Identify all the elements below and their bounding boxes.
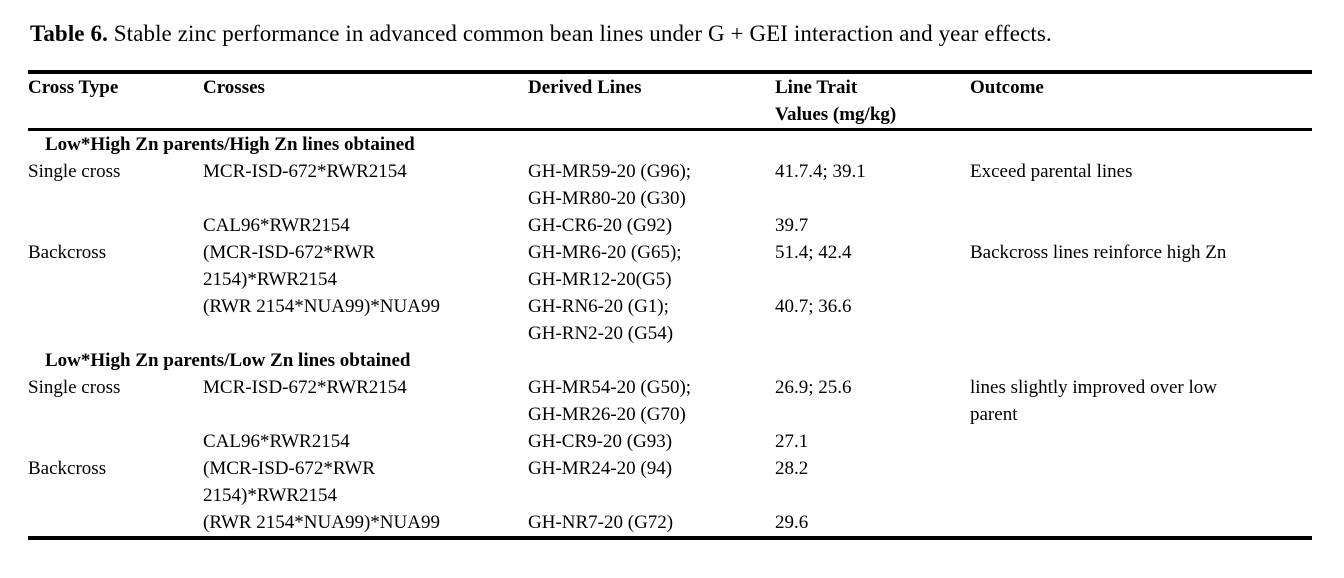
cell-crosses: (RWR 2154*NUA99)*NUA99 xyxy=(203,296,440,317)
column-header-trait-values: Line Trait Values (mg/kg) xyxy=(775,72,970,131)
cell-outcome xyxy=(970,428,1312,455)
section-header-row: Low*High Zn parents/Low Zn lines obtaine… xyxy=(28,347,1312,374)
cell-cross-type: Backcross xyxy=(28,242,107,263)
cell-derived-lines: GH-NR7-20 (G72) xyxy=(528,512,674,533)
cell-derived-lines: GH-MR54-20 (G50); GH-MR26-20 (G70) xyxy=(528,377,692,425)
cell-derived-lines: GH-MR24-20 (94) xyxy=(528,458,673,479)
cell-derived-lines: GH-CR6-20 (G92) xyxy=(528,215,673,236)
cell-cross-type xyxy=(28,293,203,347)
table-number-label: Table 6. xyxy=(30,21,108,46)
table-row: Backcross (MCR-ISD-672*RWR 2154)*RWR2154… xyxy=(28,239,1312,293)
page-title: Table 6. Stable zinc performance in adva… xyxy=(30,19,1330,49)
cell-cross-type: Backcross xyxy=(28,458,107,479)
cell-outcome xyxy=(970,509,1312,538)
table-caption: Stable zinc performance in advanced comm… xyxy=(113,21,1052,46)
cell-crosses: (RWR 2154*NUA99)*NUA99 xyxy=(203,512,440,533)
cell-cross-type: Single cross xyxy=(28,161,121,182)
table-row: Backcross (MCR-ISD-672*RWR 2154)*RWR2154… xyxy=(28,455,1312,509)
section-header: Low*High Zn parents/High Zn lines obtain… xyxy=(45,134,415,155)
cell-trait-values: 28.2 xyxy=(775,458,809,479)
cell-outcome xyxy=(970,293,1312,347)
cell-crosses: (MCR-ISD-672*RWR 2154)*RWR2154 xyxy=(203,458,376,506)
cell-outcome xyxy=(970,212,1312,239)
cell-derived-lines: GH-CR9-20 (G93) xyxy=(528,431,673,452)
zinc-performance-table: Cross Type Crosses Derived Lines Line Tr… xyxy=(28,70,1312,540)
cell-outcome xyxy=(970,455,1312,509)
header-row: Cross Type Crosses Derived Lines Line Tr… xyxy=(28,72,1312,131)
cell-derived-lines: GH-MR6-20 (G65); GH-MR12-20(G5) xyxy=(528,242,682,290)
table-row: CAL96*RWR2154 GH-CR9-20 (G93) 27.1 xyxy=(28,428,1312,455)
cell-outcome: Backcross lines reinforce high Zn xyxy=(970,242,1227,263)
cell-outcome: Exceed parental lines xyxy=(970,161,1133,182)
table-row: (RWR 2154*NUA99)*NUA99 GH-NR7-20 (G72) 2… xyxy=(28,509,1312,538)
column-header-crosses: Crosses xyxy=(203,72,528,131)
cell-derived-lines: GH-RN6-20 (G1); GH-RN2-20 (G54) xyxy=(528,296,674,344)
cell-crosses: MCR-ISD-672*RWR2154 xyxy=(203,161,407,182)
cell-crosses: CAL96*RWR2154 xyxy=(203,215,350,236)
cell-cross-type xyxy=(28,428,203,455)
table-row: Single cross MCR-ISD-672*RWR2154 GH-MR54… xyxy=(28,374,1312,428)
cell-trait-values: 40.7; 36.6 xyxy=(775,296,852,317)
cell-trait-values: 51.4; 42.4 xyxy=(775,242,852,263)
cell-crosses: MCR-ISD-672*RWR2154 xyxy=(203,377,407,398)
section-header: Low*High Zn parents/Low Zn lines obtaine… xyxy=(45,350,411,371)
cell-trait-values: 39.7 xyxy=(775,215,809,236)
table-row: CAL96*RWR2154 GH-CR6-20 (G92) 39.7 xyxy=(28,212,1312,239)
cell-cross-type: Single cross xyxy=(28,377,121,398)
table-row: (RWR 2154*NUA99)*NUA99 GH-RN6-20 (G1); G… xyxy=(28,293,1312,347)
cell-crosses: (MCR-ISD-672*RWR 2154)*RWR2154 xyxy=(203,242,376,290)
cell-cross-type xyxy=(28,212,203,239)
cell-crosses: CAL96*RWR2154 xyxy=(203,431,350,452)
cell-trait-values: 26.9; 25.6 xyxy=(775,377,852,398)
table-row: Single cross MCR-ISD-672*RWR2154 GH-MR59… xyxy=(28,158,1312,212)
cell-outcome: lines slightly improved over low parent xyxy=(970,377,1217,425)
column-header-derived-lines: Derived Lines xyxy=(528,72,775,131)
column-header-outcome: Outcome xyxy=(970,72,1312,131)
column-header-cross-type: Cross Type xyxy=(28,72,203,131)
section-header-row: Low*High Zn parents/High Zn lines obtain… xyxy=(28,130,1312,159)
cell-cross-type xyxy=(28,509,203,538)
cell-trait-values: 29.6 xyxy=(775,512,809,533)
cell-trait-values: 41.7.4; 39.1 xyxy=(775,161,866,182)
cell-derived-lines: GH-MR59-20 (G96); GH-MR80-20 (G30) xyxy=(528,161,692,209)
cell-trait-values: 27.1 xyxy=(775,431,809,452)
